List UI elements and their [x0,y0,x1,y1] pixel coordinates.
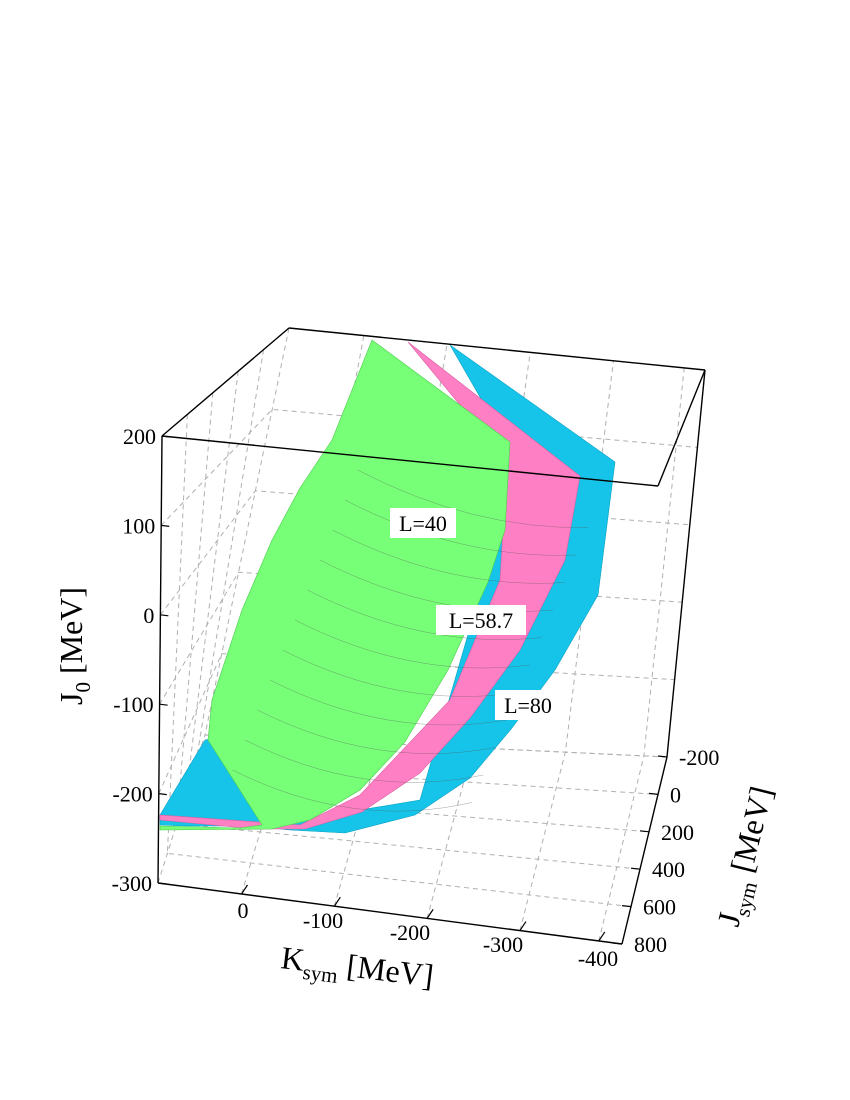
x-tick-label: -300 [483,932,523,957]
y-gridline [166,414,632,908]
mesh-line [332,529,566,584]
y-tick-label: 600 [643,895,676,920]
box-edge [657,369,706,487]
x-tick-mark [519,921,527,931]
surface-mesh-lines [232,469,589,812]
mesh-line [257,709,496,754]
z-gridline [158,653,675,794]
x-tick-mark [598,931,606,942]
y-gridline [204,327,668,758]
surface-label-bg [495,690,561,720]
y-tick-labels: -200 0 200 400 600 800 [634,745,719,957]
z-tick-mark [159,703,168,706]
surface-labels: L=80 L=58.7 L=40 [390,508,561,720]
x-axis-title-unit: [MeV] [337,946,436,993]
x-axis-title: Ksym [MeV] [278,939,435,999]
mesh-line [269,679,507,726]
x-tick-label: -100 [303,908,343,933]
y-tick-mark [648,792,659,795]
z-axis-title-unit: [MeV] [53,587,89,682]
y-axis-title-sub: sym [730,879,762,919]
z-tick-labels: 200 100 0 -100 -200 -300 [112,424,156,896]
box-edge [161,435,659,487]
box-edge [157,435,163,884]
mesh-line [282,649,519,697]
y-axis-title: Jsym [MeV] [710,783,785,931]
y-tick-mark [630,867,641,870]
z-axis-title-sub: 0 [71,682,95,693]
box-edge [161,327,290,437]
box-edge [288,327,706,371]
y-gridline [195,349,659,795]
mesh-line [294,619,531,669]
y-tick-label: 400 [652,857,685,882]
box-edge [157,882,623,945]
mesh-line [344,499,577,556]
z-tick-label: 200 [123,424,156,449]
z-tick-mark [160,614,169,617]
y-tick-mark [612,942,623,945]
z-tick-label: -100 [113,692,153,717]
box-edge [666,369,706,758]
surface-label: L=58.7 [449,608,513,633]
x-gridline [333,343,448,907]
z-tick-mark [158,793,167,796]
y-axis-title-unit: [MeV] [721,783,779,884]
y-tick-label: -200 [679,745,719,770]
x-axis-title-sub: sym [301,960,339,988]
z-tick-label: 0 [143,603,154,628]
y-tick-label: 200 [661,820,694,845]
x-tick-labels: 0 -100 -200 -300 -400 [238,898,619,971]
x-tick-label: 0 [238,898,249,923]
z-tick-mark [157,882,167,885]
y-tick-mark [621,905,632,908]
y-tick-label: 0 [670,782,681,807]
mesh-line [232,769,472,812]
x-axis-title-main: K [279,939,306,978]
y-tick-mark [657,755,668,758]
y-tick-label: 800 [634,932,667,957]
z-axis-title: J0 [MeV] [53,587,95,705]
surface-label-bg [390,508,456,538]
x-tick-mark [241,884,249,895]
mesh-line [307,589,542,640]
surface-label: L=80 [504,693,552,718]
x-tick-label: -200 [390,920,430,945]
surface-label-bg [436,605,526,635]
mesh-line [244,739,484,783]
z-tick-mark [161,435,171,438]
surface-label: L=40 [399,511,447,536]
z-axis-title-main: J [53,693,89,705]
z-tick-label: -200 [112,782,152,807]
box-back-edges [161,327,706,758]
x-gridline [598,367,685,942]
y-tick-mark [639,830,650,833]
x-tick-mark [426,909,434,919]
box-edge [621,756,668,945]
z-tick-mark [161,524,170,527]
z-tick-label: -300 [112,871,152,896]
z-tick-label: 100 [122,513,155,538]
box-front-edges [157,435,668,945]
x-tick-label: -400 [578,946,618,971]
mesh-line [357,469,589,528]
x-tick-mark [333,896,341,907]
tick-marks [157,435,668,945]
